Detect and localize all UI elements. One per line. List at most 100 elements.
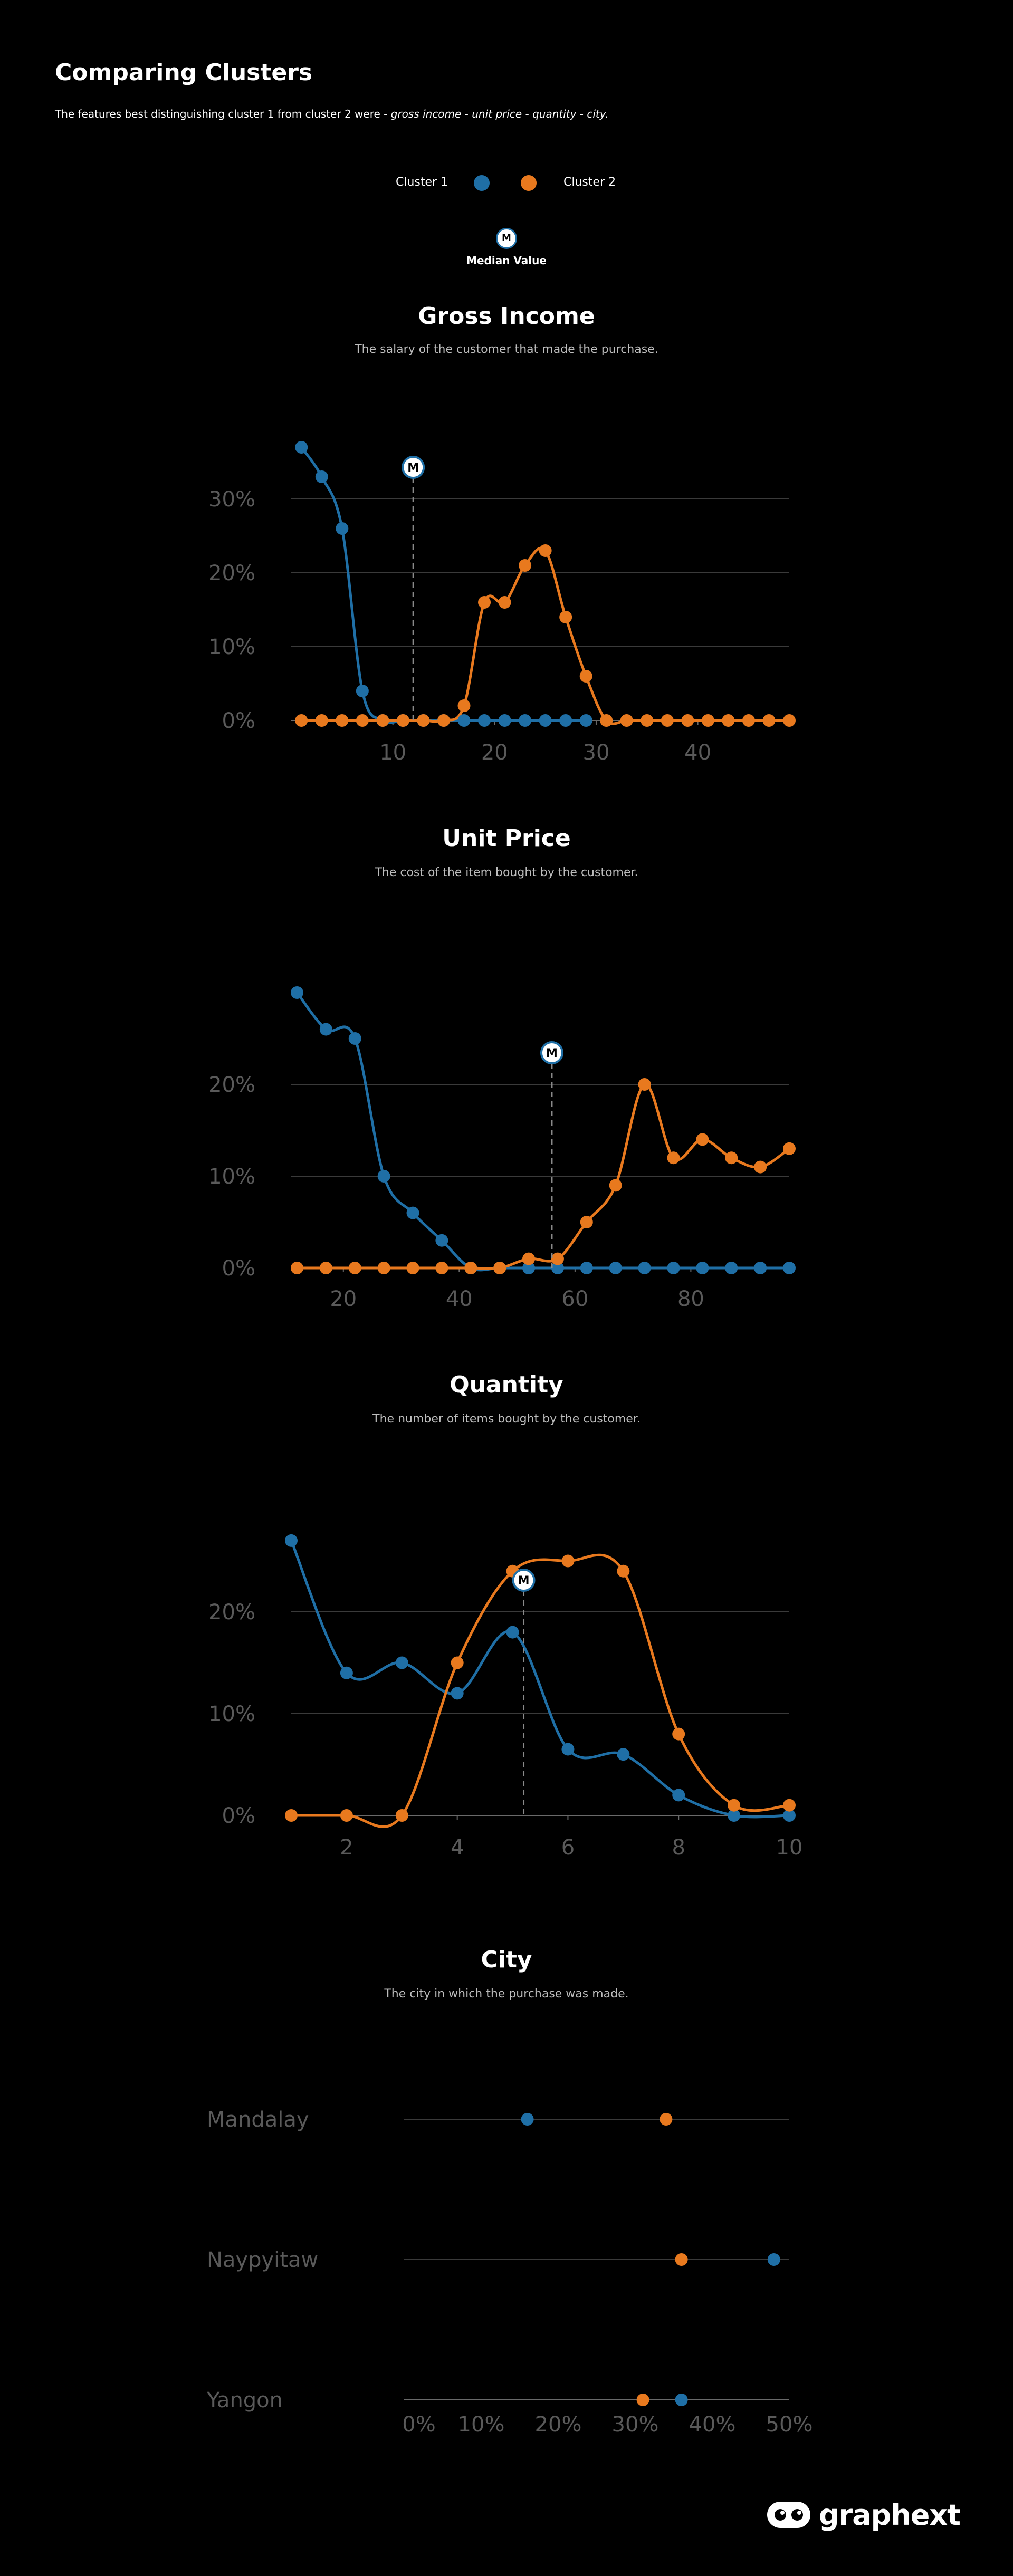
data-point-cluster1 — [551, 1262, 564, 1274]
city-label-mandalay: Mandalay — [207, 2108, 309, 2132]
data-point-cluster2 — [701, 714, 714, 727]
x-tick-label: 40 — [684, 741, 711, 765]
data-point-cluster2 — [696, 1133, 709, 1146]
y-tick-label: 20% — [208, 561, 255, 585]
y-tick-label: 0% — [222, 709, 255, 733]
data-point-cluster2 — [620, 714, 633, 727]
data-point-cluster2 — [728, 1799, 741, 1812]
page-title: Comparing Clusters — [55, 59, 313, 86]
data-point-cluster1 — [340, 1666, 353, 1679]
gross-income-chart: 0% 10% 20% 30% 10 20 30 40 M — [208, 441, 796, 765]
data-point-cluster2 — [457, 699, 471, 712]
data-point-cluster2 — [319, 1262, 332, 1274]
data-point-cluster2 — [406, 1262, 419, 1274]
data-point-cluster1 — [617, 1748, 630, 1761]
data-point-cluster2 — [580, 1216, 593, 1228]
data-point-cluster2 — [672, 1727, 685, 1741]
data-point-cluster2 — [295, 714, 308, 727]
data-point-cluster2 — [478, 596, 491, 609]
data-point-cluster2 — [641, 714, 654, 727]
y-tick-label: 0% — [222, 1804, 255, 1828]
x-tick-label: 8 — [672, 1835, 685, 1860]
gross-income-description: The salary of the customer that made the… — [355, 343, 658, 356]
data-point-cluster2 — [600, 714, 613, 727]
data-point-cluster2 — [498, 596, 511, 609]
data-point-cluster2 — [340, 1809, 353, 1822]
y-tick-label: 20% — [208, 1073, 255, 1097]
x-tick-label: 20% — [535, 2412, 582, 2437]
y-tick-label: 10% — [208, 635, 255, 659]
series-line-cluster1 — [300, 446, 586, 724]
legend-cluster1-swatch — [474, 175, 490, 191]
page-subtitle: The features best distinguishing cluster… — [55, 108, 608, 120]
x-tick-label: 40% — [689, 2412, 736, 2437]
data-point-cluster2 — [742, 714, 755, 727]
legend-cluster2-swatch — [521, 175, 537, 191]
unit-price-chart: 0% 10% 20% 20 40 60 80 M — [208, 986, 796, 1311]
data-point-cluster2 — [493, 1262, 506, 1274]
median-marker-icon — [512, 1569, 536, 1592]
x-tick-label: 10 — [379, 741, 406, 765]
median-marker-icon — [540, 1041, 563, 1064]
city-chart: Mandalay Naypyitaw Yangon 0% 10% 20% 30% 40% 50% — [206, 2108, 813, 2437]
x-tick-label: 20 — [330, 1287, 357, 1311]
city-point-cluster1 — [521, 2113, 534, 2126]
data-point-cluster1 — [506, 1626, 519, 1639]
median-marker-label: M — [518, 1574, 530, 1588]
data-point-cluster1 — [457, 714, 471, 727]
x-tick-label: 6 — [561, 1835, 575, 1860]
series-line-cluster1 — [296, 992, 789, 1272]
data-point-cluster2 — [417, 714, 430, 727]
data-point-cluster1 — [672, 1789, 685, 1802]
data-point-cluster2 — [722, 714, 735, 727]
data-point-cluster1 — [395, 1656, 408, 1669]
city-point-cluster1 — [767, 2253, 780, 2266]
data-point-cluster1 — [406, 1206, 419, 1219]
x-tick-label: 20 — [481, 741, 508, 765]
x-tick-label: 4 — [451, 1835, 464, 1860]
subtitle-prefix: The features best distinguishing cluster… — [55, 108, 391, 120]
median-marker-icon — [402, 456, 425, 479]
data-point-cluster2 — [754, 1160, 767, 1174]
data-point-cluster2 — [356, 714, 369, 727]
y-tick-label: 10% — [208, 1165, 255, 1189]
data-point-cluster1 — [295, 441, 308, 454]
data-point-cluster2 — [377, 1262, 390, 1274]
data-point-cluster1 — [783, 1262, 796, 1274]
median-marker-label: M — [546, 1047, 558, 1060]
data-point-cluster2 — [285, 1809, 298, 1822]
city-point-cluster1 — [675, 2394, 688, 2406]
data-point-cluster2 — [336, 714, 349, 727]
data-point-cluster2 — [561, 1554, 575, 1568]
data-point-cluster1 — [522, 1262, 536, 1274]
data-point-cluster2 — [638, 1078, 651, 1091]
x-tick-label: 60 — [561, 1287, 588, 1311]
data-point-cluster1 — [315, 470, 328, 483]
legend-cluster1-label: Cluster 1 — [396, 176, 448, 189]
gross-income-title: Gross Income — [418, 303, 595, 330]
x-tick-label: 50% — [766, 2412, 813, 2437]
data-point-cluster1 — [754, 1262, 767, 1274]
data-point-cluster1 — [580, 1262, 593, 1274]
data-point-cluster2 — [667, 1151, 680, 1165]
city-point-cluster2 — [660, 2113, 673, 2126]
quantity-title: Quantity — [450, 1371, 563, 1398]
data-point-cluster1 — [559, 714, 572, 727]
city-title: City — [481, 1946, 532, 1973]
x-tick-label: 30 — [583, 741, 610, 765]
data-point-cluster2 — [539, 544, 552, 557]
y-tick-label: 10% — [208, 1702, 255, 1726]
data-point-cluster1 — [609, 1262, 622, 1274]
city-label-naypyitaw: Naypyitaw — [207, 2248, 318, 2272]
data-point-cluster1 — [336, 522, 349, 535]
median-legend: M Median Value — [0, 228, 1013, 267]
data-point-cluster1 — [667, 1262, 680, 1274]
median-badge-icon: M — [496, 228, 517, 249]
graphext-logo-text: graphext — [818, 2498, 961, 2532]
data-point-cluster2 — [396, 714, 409, 727]
data-point-cluster1 — [319, 1023, 332, 1036]
city-description: The city in which the purchase was made. — [384, 1987, 629, 2001]
data-point-cluster2 — [437, 714, 450, 727]
data-point-cluster2 — [348, 1262, 361, 1274]
data-point-cluster2 — [395, 1809, 408, 1822]
